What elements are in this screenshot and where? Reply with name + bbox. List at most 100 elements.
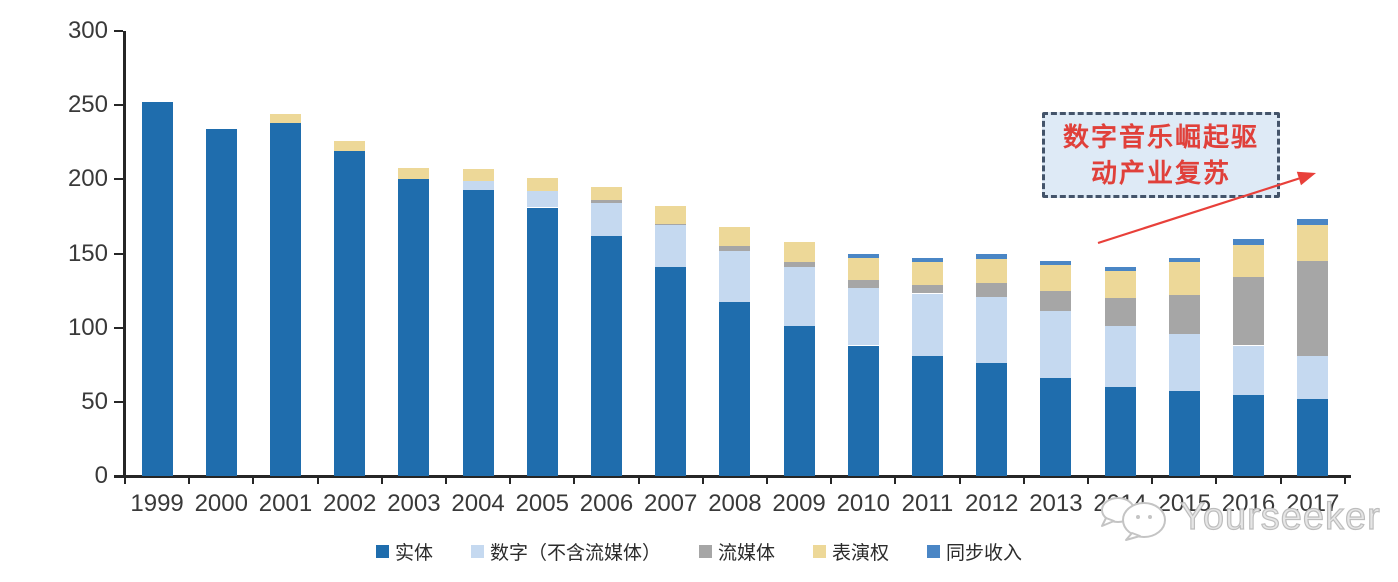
bar-segment [591, 200, 622, 204]
x-axis-label: 2004 [451, 490, 505, 517]
bar-segment [783, 266, 815, 327]
annotation-box: 数字音乐崛起驱 动产业复苏 [1042, 112, 1280, 198]
bar-segment [847, 287, 879, 346]
x-axis-line [114, 475, 1351, 478]
y-axis-line [123, 31, 126, 476]
bar-segment [1233, 345, 1264, 395]
legend-label: 表演权 [832, 543, 890, 564]
legend-swatch [813, 545, 826, 558]
bar-segment [270, 123, 301, 476]
bar-segment [655, 266, 687, 477]
bar-segment [1104, 266, 1136, 272]
bar-segment [912, 355, 943, 477]
bar-segment [847, 257, 879, 281]
x-axis-tick [1151, 475, 1154, 484]
legend-label: 实体 [394, 543, 433, 564]
bar-segment [1040, 311, 1072, 379]
legend-swatch [375, 545, 389, 558]
speech-bubbles-logo-icon [1101, 497, 1166, 541]
bar-segment [141, 102, 173, 476]
y-axis-tick-label: 0 [94, 462, 108, 489]
x-axis-tick [830, 475, 833, 484]
x-axis-tick [316, 475, 319, 484]
x-axis-tick [252, 475, 255, 484]
legend-swatch [698, 545, 712, 558]
bar-segment [462, 168, 494, 181]
bar-segment [1104, 326, 1136, 387]
legend-label: 数字（不含流媒体） [489, 543, 661, 564]
bar-segment [270, 114, 301, 123]
bar-segment [976, 283, 1008, 297]
x-axis-tick [701, 475, 704, 484]
x-axis-label: 2006 [579, 490, 634, 517]
bar-segment [1040, 260, 1072, 266]
bar-segment [976, 363, 1008, 476]
bar-segment [334, 140, 366, 152]
x-axis-label: 2013 [1029, 490, 1083, 517]
bar-segment [1168, 391, 1200, 476]
bar-segment [912, 257, 943, 263]
x-axis-label: 2003 [387, 490, 441, 517]
bar-segment [1297, 225, 1329, 261]
y-axis-tick-label: 100 [67, 313, 108, 341]
bar-segment [1297, 355, 1329, 399]
bar-segment [1104, 387, 1136, 476]
bar-segment [591, 203, 622, 236]
x-axis-label: 2011 [901, 490, 954, 517]
x-axis-tick [1343, 475, 1346, 484]
bar-segment [847, 280, 879, 288]
watermark-text: Yourseeker [1179, 495, 1381, 538]
annotation-text-line2: 动产业复苏 [1090, 158, 1231, 188]
legend-label: 同步收入 [946, 543, 1023, 564]
x-axis-label: 2005 [515, 490, 569, 517]
bar-segment [462, 180, 494, 190]
y-axis-tick [114, 400, 123, 403]
bar-segment [912, 293, 943, 356]
x-axis-label: 2015 [1157, 490, 1211, 517]
bar-segment [1168, 257, 1200, 263]
x-axis-tick [573, 475, 576, 484]
bar-segment [912, 284, 943, 294]
bar-segment [1233, 394, 1264, 476]
bar-segment [719, 250, 751, 303]
chart-legend: 实体 数字（不含流媒体） 流媒体 表演权 同步收入 [0, 538, 1398, 565]
x-axis-tick [894, 475, 897, 484]
y-axis-tick [114, 178, 123, 181]
legend-swatch [470, 545, 484, 558]
x-axis-tick [380, 475, 383, 484]
x-axis-label: 2002 [322, 490, 377, 517]
bar-segment [526, 177, 558, 192]
bar-segment [1104, 298, 1136, 327]
bar-segment [1297, 398, 1329, 476]
y-axis-tick [114, 326, 123, 329]
watermark: Yourseeker [1094, 492, 1381, 542]
x-axis-label: 2007 [643, 490, 698, 517]
bar-segment [719, 246, 751, 251]
bar-segment [1233, 244, 1264, 278]
y-axis-tick [114, 104, 123, 107]
bar-segment [655, 206, 687, 224]
bar-segment [1040, 265, 1072, 291]
x-axis-tick [1087, 475, 1089, 484]
bar-segment [847, 253, 879, 258]
x-axis-label: 2016 [1221, 490, 1276, 517]
y-axis-tick-label: 250 [67, 91, 108, 119]
legend-item: 同步收入 [927, 538, 1022, 565]
y-axis-tick-label: 200 [67, 165, 108, 193]
x-axis-label: 2008 [708, 490, 762, 517]
bar-segment [526, 207, 558, 476]
bar-segment [783, 326, 815, 476]
bar-segment [462, 189, 494, 476]
bar-segment [912, 262, 943, 285]
x-axis-tick [1215, 475, 1218, 484]
y-axis-tick-label: 300 [67, 17, 108, 44]
x-axis-label: 2000 [194, 490, 248, 517]
x-axis-tick [1022, 475, 1025, 484]
annotation-arrow-icon [1097, 171, 1316, 245]
bar-segment [1168, 333, 1200, 392]
legend-item: 数字（不含流媒体） [470, 538, 661, 565]
x-axis-label: 2017 [1285, 490, 1340, 517]
bar-segment [1040, 290, 1072, 312]
x-axis-label: 2001 [258, 490, 313, 517]
y-axis-tick [114, 30, 123, 32]
